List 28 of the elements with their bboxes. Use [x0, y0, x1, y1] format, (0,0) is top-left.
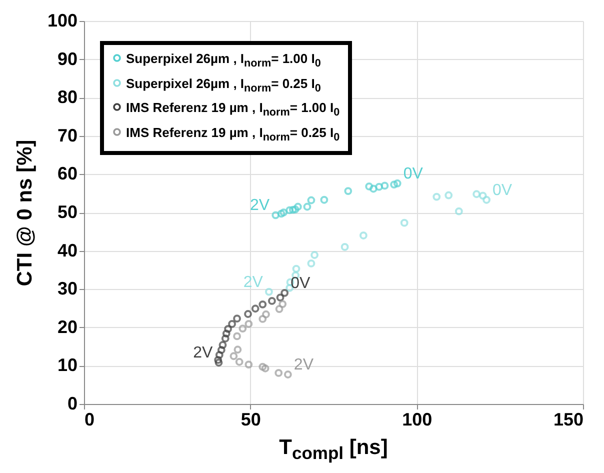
x-tick-label: 150 — [553, 410, 584, 430]
x-tick-label: 0 — [84, 410, 95, 430]
y-tick-label: 100 — [47, 10, 78, 30]
y-tick-label: 80 — [57, 87, 78, 108]
annotation: 2V — [193, 344, 214, 362]
y-tick-label: 70 — [57, 125, 78, 146]
y-tick-label: 40 — [57, 240, 78, 260]
y-tick-label: 20 — [57, 316, 78, 337]
annotation: 0V — [403, 165, 424, 182]
annotation: 0V — [290, 274, 310, 292]
y-tick-label: 50 — [57, 202, 78, 222]
x-axis-title: T$_{compl}$ [ns] — [278, 436, 389, 464]
legend-label: Superpixel 26µm , I$_{norm}$= 1.00 I$_{0}$ — [125, 50, 322, 72]
annotation: 2V — [294, 356, 314, 374]
y-axis-title: CTI @ 0 ns [%] — [13, 140, 36, 286]
y-tick-label: 90 — [57, 48, 78, 69]
x-tick-label: 100 — [402, 410, 432, 430]
y-tick-label: 30 — [57, 278, 78, 299]
x-tick-label: 50 — [240, 410, 261, 430]
legend-label: IMS Referenz 19 µm , I$_{norm}$= 0.25 I$_{0}$ — [125, 124, 340, 146]
y-tick-label: 10 — [57, 355, 78, 376]
y-tick-label: 60 — [57, 164, 78, 184]
annotation: 2V — [250, 197, 270, 214]
annotation: 0V — [492, 182, 512, 199]
legend-label: Superpixel 26µm , I$_{norm}$= 0.25 I$_{0}$ — [125, 74, 322, 96]
annotation: 2V — [243, 274, 264, 291]
y-tick-label: 0 — [67, 394, 78, 414]
legend-label: IMS Referenz 19 µm , I$_{norm}$= 1.00 I$_{0}$ — [125, 99, 340, 121]
